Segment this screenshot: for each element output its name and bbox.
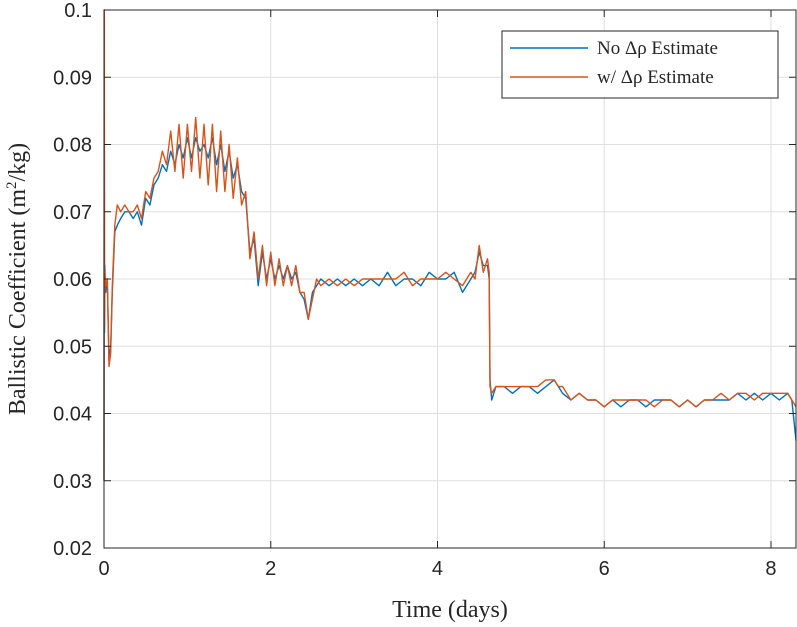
y-tick-label: 0.09	[53, 67, 92, 89]
x-tick-label: 0	[98, 558, 109, 580]
y-tick-label: 0.03	[53, 471, 92, 493]
y-tick-label: 0.08	[53, 135, 92, 157]
data-lines	[103, 9, 797, 481]
x-tick-label: 6	[599, 558, 610, 580]
y-tick-label: 0.02	[53, 538, 92, 560]
legend-label-no-drho: No Δρ Estimate	[597, 38, 718, 59]
y-tick-label: 0.04	[53, 404, 92, 426]
y-tick-label: 0.07	[53, 202, 92, 224]
y-axis-label-suffix: /kg)	[5, 143, 31, 182]
x-tick-label: 8	[765, 558, 776, 580]
x-tick-label: 4	[432, 558, 443, 580]
legend: No Δρ Estimate w/ Δρ Estimate	[501, 30, 779, 99]
legend-label-with-drho: w/ Δρ Estimate	[597, 67, 714, 88]
axis-ticks: 0 2 4 6 8 0.02 0.03 0.04 0.05 0.06 0.07 0.08 0.09 0.1	[53, 0, 796, 580]
x-axis-label: Time (days)	[392, 597, 508, 623]
y-axis-label-prefix: Ballistic Coefficient (m	[5, 189, 31, 416]
y-tick-label: 0.1	[64, 0, 92, 22]
y-tick-label: 0.06	[53, 269, 92, 291]
y-axis-label: Ballistic Coefficient (m2/kg)	[4, 143, 31, 415]
y-axis-label-superscript: 2	[4, 182, 20, 190]
y-tick-label: 0.05	[53, 336, 92, 358]
series-line-with-drho	[103, 9, 797, 481]
legend-box	[501, 30, 779, 99]
x-tick-label: 2	[265, 558, 276, 580]
